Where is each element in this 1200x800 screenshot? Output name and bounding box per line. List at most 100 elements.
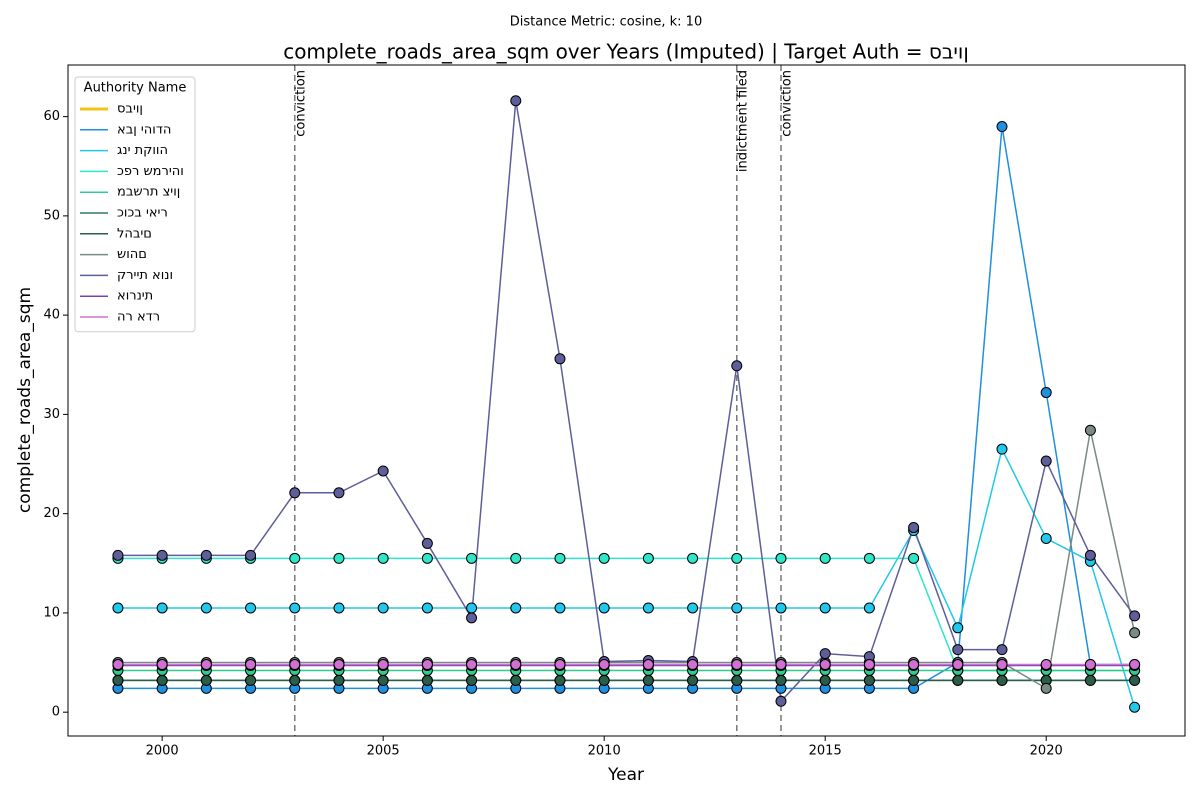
data-point (333, 552, 345, 564)
data-point (1129, 627, 1141, 639)
data-point (377, 552, 389, 564)
data-point (1084, 674, 1096, 686)
legend: Authority Name סביון אבן יהודה גני תקווה כפר… (74, 76, 196, 333)
data-point (908, 522, 920, 534)
data-point (908, 674, 920, 686)
data-point (1129, 610, 1141, 622)
data-point (642, 552, 654, 564)
legend-label: הר אדר (117, 310, 160, 325)
data-point (1040, 532, 1052, 544)
data-point (421, 552, 433, 564)
data-point (510, 659, 522, 671)
data-point (554, 674, 566, 686)
data-point (1084, 549, 1096, 561)
data-point (466, 552, 478, 564)
series-line (117, 557, 1135, 672)
data-point (245, 602, 257, 614)
data-point (554, 353, 566, 365)
data-point (687, 602, 699, 614)
data-point (156, 602, 168, 614)
data-point (598, 602, 610, 614)
data-point (952, 674, 964, 686)
x-tick-label: 2000 (146, 744, 179, 759)
data-point (1040, 682, 1052, 694)
data-point (554, 552, 566, 564)
data-point (421, 674, 433, 686)
data-point (510, 95, 522, 107)
data-point (156, 674, 168, 686)
data-point (598, 659, 610, 671)
data-point (775, 659, 787, 671)
plot-frame (67, 64, 1186, 737)
data-point (1040, 455, 1052, 467)
data-point (1129, 674, 1141, 686)
data-point (775, 552, 787, 564)
data-point (1084, 659, 1096, 671)
data-point (421, 602, 433, 614)
data-point (687, 552, 699, 564)
legend-label: מבשרת ציון (117, 185, 180, 200)
event-label: conviction (779, 70, 794, 137)
data-point (112, 674, 124, 686)
data-point (863, 552, 875, 564)
data-point (554, 602, 566, 614)
data-point (1129, 701, 1141, 713)
data-point (554, 659, 566, 671)
data-point (245, 549, 257, 561)
series-line (117, 430, 1136, 690)
data-point (289, 552, 301, 564)
data-point (819, 552, 831, 564)
x-tick-label: 2010 (588, 744, 621, 759)
chart-title: complete_roads_area_sqm over Years (Impu… (283, 40, 969, 64)
data-point (996, 121, 1008, 133)
data-point (200, 674, 212, 686)
data-point (112, 549, 124, 561)
data-point (996, 443, 1008, 455)
legend-label: כוכב יאיר (117, 206, 168, 221)
data-point (908, 659, 920, 671)
data-point (112, 659, 124, 671)
legend-label: אורנית (117, 289, 153, 304)
y-tick-label: 20 (43, 506, 60, 521)
data-point (819, 659, 831, 671)
data-point (731, 659, 743, 671)
data-point (1040, 659, 1052, 671)
data-point (200, 549, 212, 561)
data-point (996, 659, 1008, 671)
data-point (952, 644, 964, 656)
y-tick-label: 0 (52, 705, 60, 720)
data-point (775, 602, 787, 614)
legend-title: Authority Name (84, 81, 187, 96)
data-point (863, 659, 875, 671)
data-point (687, 659, 699, 671)
data-point (466, 674, 478, 686)
data-point (377, 602, 389, 614)
x-tick-label: 2020 (1030, 744, 1063, 759)
data-point (863, 674, 875, 686)
event-label: conviction (293, 70, 308, 137)
data-point (245, 674, 257, 686)
data-point (333, 659, 345, 671)
data-point (687, 674, 699, 686)
y-tick-label: 40 (43, 308, 60, 323)
legend-label: כפר שמריהו (117, 164, 184, 179)
data-point (1040, 387, 1052, 399)
legend-label: שוהם (117, 247, 147, 262)
data-point (819, 674, 831, 686)
data-point (510, 552, 522, 564)
data-point (731, 674, 743, 686)
data-point (156, 549, 168, 561)
data-point (245, 659, 257, 671)
series-line (117, 100, 1136, 703)
data-point (819, 602, 831, 614)
data-point (421, 537, 433, 549)
data-point (466, 612, 478, 624)
data-point (377, 659, 389, 671)
data-point (952, 659, 964, 671)
data-point (289, 659, 301, 671)
data-point (421, 659, 433, 671)
legend-label: גני תקווה (117, 143, 168, 158)
y-tick-label: 50 (43, 208, 60, 223)
data-point (510, 674, 522, 686)
